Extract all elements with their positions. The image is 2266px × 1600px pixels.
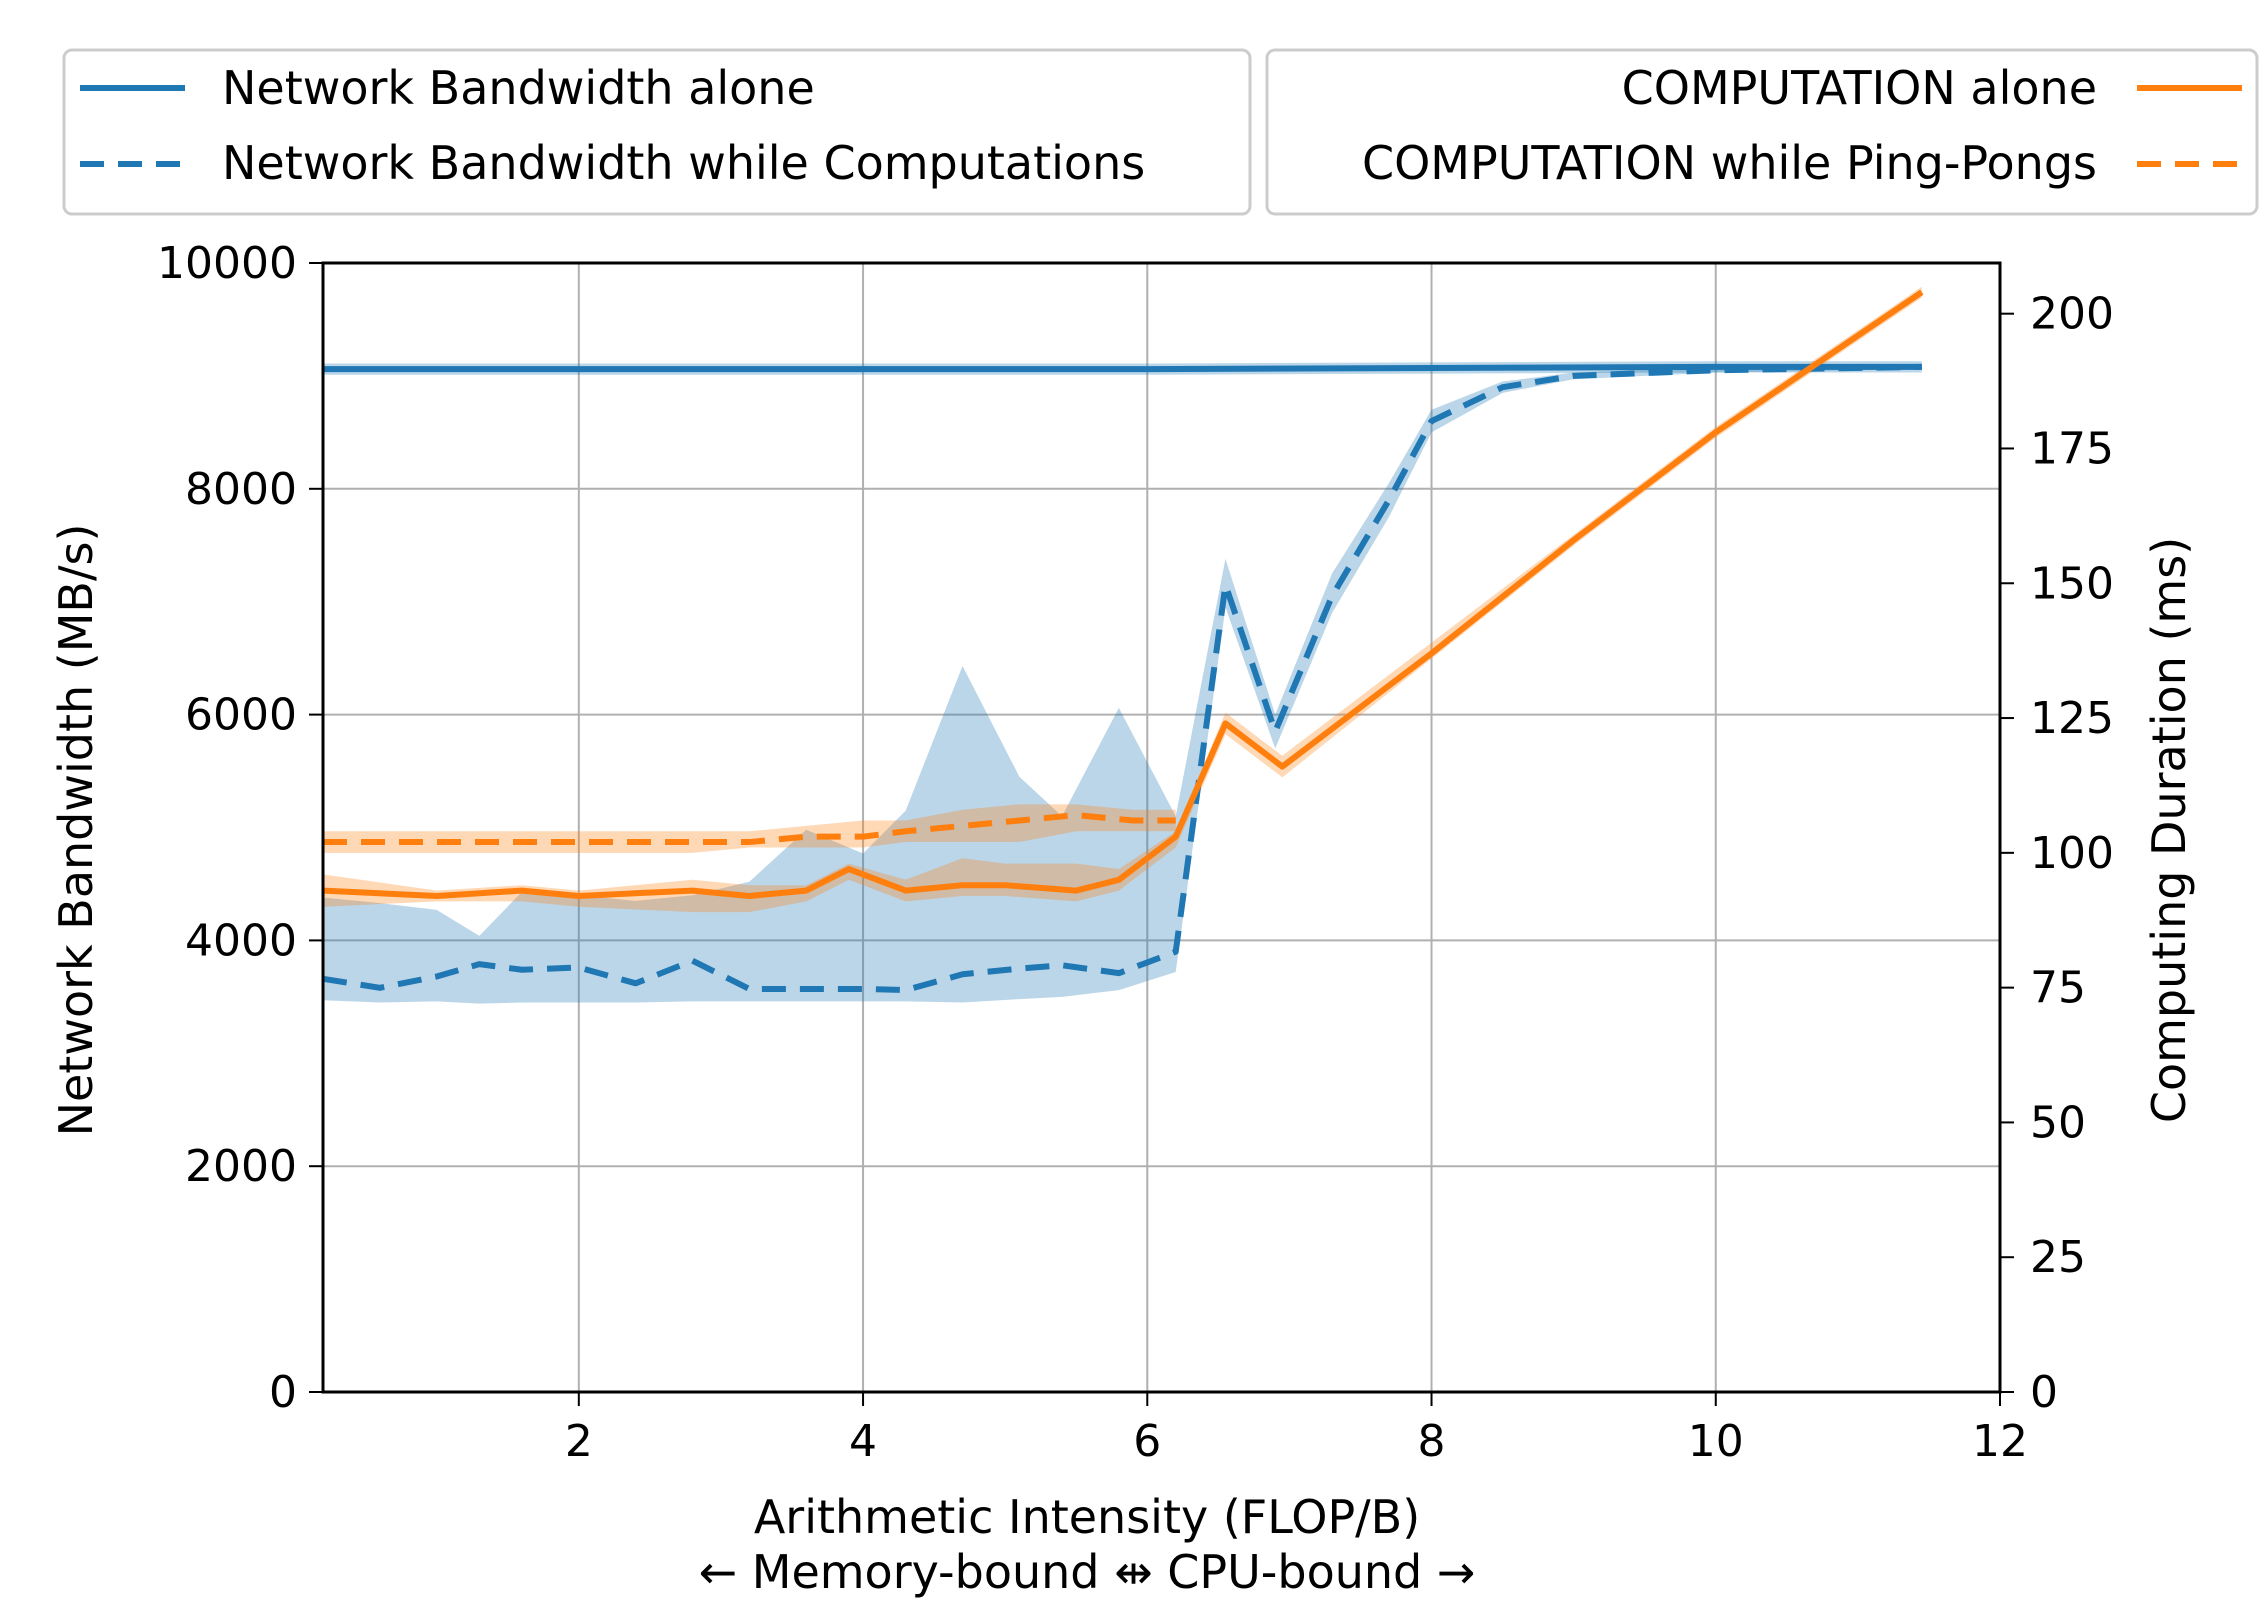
line-computation-while-ping-pongs <box>323 812 1176 846</box>
y2-axis-label: Computing Duration (ms) <box>2142 537 2196 1123</box>
y-axis-label: Network Bandwidth (MB/s) <box>49 524 103 1137</box>
legend-left-frame <box>62 48 1252 216</box>
legend-label-bw-alone: Network Bandwidth alone <box>222 61 815 115</box>
y-tick-label: 6000 <box>185 690 297 741</box>
y-tick-label: 10000 <box>157 238 297 289</box>
line-network-bandwidth-alone <box>323 363 1922 373</box>
x-tick-label: 4 <box>849 1416 877 1467</box>
grid <box>323 263 2000 1392</box>
x-tick-label: 8 <box>1418 1416 1446 1467</box>
legend-right: COMPUTATION alone COMPUTATION while Ping… <box>1265 48 2259 216</box>
x-tick-label: 6 <box>1133 1416 1161 1467</box>
x-tick-label: 12 <box>1972 1416 2028 1467</box>
x-axis-sublabel: ← Memory-bound ⇹ CPU-bound → <box>699 1545 1476 1599</box>
line-network-bandwidth-while-computations <box>322 363 1922 994</box>
x-tick-label: 2 <box>565 1416 593 1467</box>
y2-tick-label: 25 <box>2030 1232 2086 1283</box>
legend-label-bw-computations: Network Bandwidth while Computations <box>222 136 1145 190</box>
legend-right-frame <box>1265 48 2259 216</box>
y-tick-label: 0 <box>269 1367 297 1418</box>
x-tick-label: 10 <box>1688 1416 1744 1467</box>
legend-left: Network Bandwidth alone Network Bandwidt… <box>62 48 1252 216</box>
y2-tick-label: 175 <box>2030 423 2114 474</box>
y2-tick-label: 200 <box>2030 289 2114 340</box>
y2-tick-label: 0 <box>2030 1367 2058 1418</box>
series-lines <box>322 289 1924 994</box>
y2-tick-label: 125 <box>2030 693 2114 744</box>
x-axis-label: Arithmetic Intensity (FLOP/B) <box>754 1490 1420 1544</box>
y2-tick-label: 100 <box>2030 828 2114 879</box>
y2-tick-label: 75 <box>2030 963 2086 1014</box>
plot-frame <box>321 261 2002 1394</box>
y-tick-label: 2000 <box>185 1141 297 1192</box>
axes: 2 4 6 8 10 1202000400060008000100000255075100… <box>157 238 2114 1467</box>
legend-label-comp-pingpongs: COMPUTATION while Ping-Pongs <box>1362 136 2097 190</box>
y2-tick-label: 50 <box>2030 1097 2086 1148</box>
legend-label-comp-alone: COMPUTATION alone <box>1622 61 2097 115</box>
y2-tick-label: 150 <box>2030 558 2114 609</box>
y-tick-label: 8000 <box>185 464 297 515</box>
y-tick-label: 4000 <box>185 915 297 966</box>
line-computation-alone <box>322 289 1924 899</box>
